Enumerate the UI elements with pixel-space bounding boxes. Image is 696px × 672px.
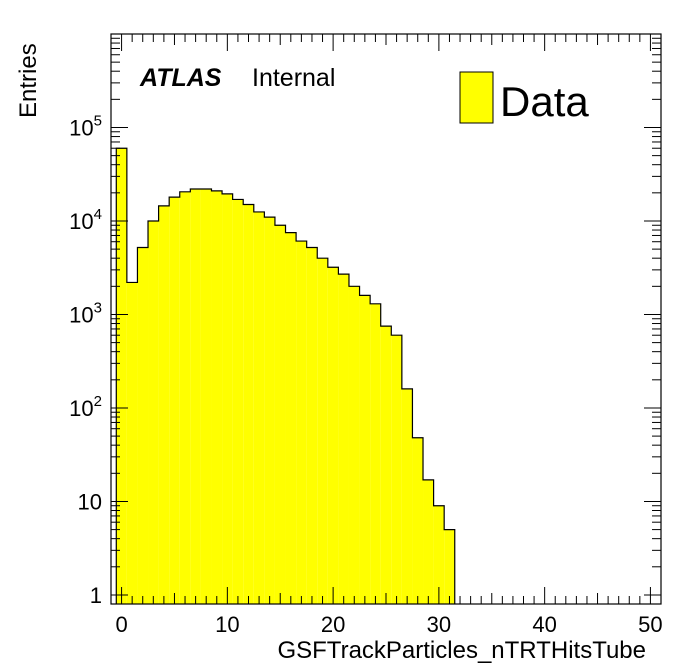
legend-swatch-data [459, 71, 494, 124]
y-tick-label: 10 [78, 489, 102, 514]
x-tick-label: 10 [215, 612, 239, 637]
histogram-bar [169, 197, 180, 604]
histogram-bar [348, 286, 360, 604]
histogram-bar [317, 258, 328, 604]
histogram-bar [232, 199, 244, 604]
histogram-bar [285, 232, 297, 605]
histogram-bar [243, 204, 254, 604]
histogram-bar [296, 241, 307, 604]
histogram-bar [253, 211, 265, 604]
histogram-bar [126, 282, 138, 604]
x-tick-label: 0 [115, 612, 127, 637]
y-axis-title: Entries [15, 43, 42, 118]
histogram-bar [423, 479, 434, 604]
x-tick-label: 30 [427, 612, 451, 637]
x-tick-label: 50 [638, 612, 662, 637]
histogram-bar [158, 205, 170, 604]
histogram-bar [264, 217, 275, 604]
histogram-bar [433, 505, 445, 604]
legend-label-data: Data [500, 78, 589, 125]
histogram-bar [359, 295, 371, 604]
y-tick-label: 105 [69, 112, 102, 140]
histogram-bar [200, 188, 212, 605]
histogram-bar [306, 247, 318, 604]
histogram-bar [148, 220, 159, 604]
histogram-bar [444, 529, 455, 604]
y-tick-label: 1 [90, 583, 102, 608]
histogram-bar [190, 188, 201, 605]
histogram-bar [401, 388, 413, 604]
histogram-bar [338, 274, 349, 604]
axis-ticks [111, 34, 661, 604]
atlas-label: ATLAS [139, 64, 222, 92]
histogram-bar [412, 437, 424, 604]
x-axis-title: GSFTrackParticles_nTRTHitsTube [277, 637, 646, 664]
histogram-bar [179, 191, 191, 604]
histogram-bars [115, 147, 456, 605]
tick-labels: 0 10 20 30 40 50 1 10 102 103 104 105 [69, 112, 662, 637]
histogram-bar [222, 193, 233, 604]
histogram-outline [115, 147, 456, 604]
histogram-bar [327, 267, 339, 604]
histogram-bar [391, 335, 402, 604]
internal-label: Internal [252, 64, 335, 92]
histogram-bar [274, 225, 286, 605]
x-tick-label: 20 [321, 612, 345, 637]
histogram-bar [211, 190, 223, 604]
histogram-bar [116, 148, 127, 604]
y-tick-label: 104 [69, 206, 102, 234]
y-tick-label: 102 [69, 393, 102, 421]
y-tick-label: 103 [69, 299, 102, 327]
x-tick-label: 40 [532, 612, 556, 637]
histogram-bar [370, 303, 381, 604]
histogram-bar [380, 326, 392, 604]
histogram-bar [137, 247, 149, 604]
